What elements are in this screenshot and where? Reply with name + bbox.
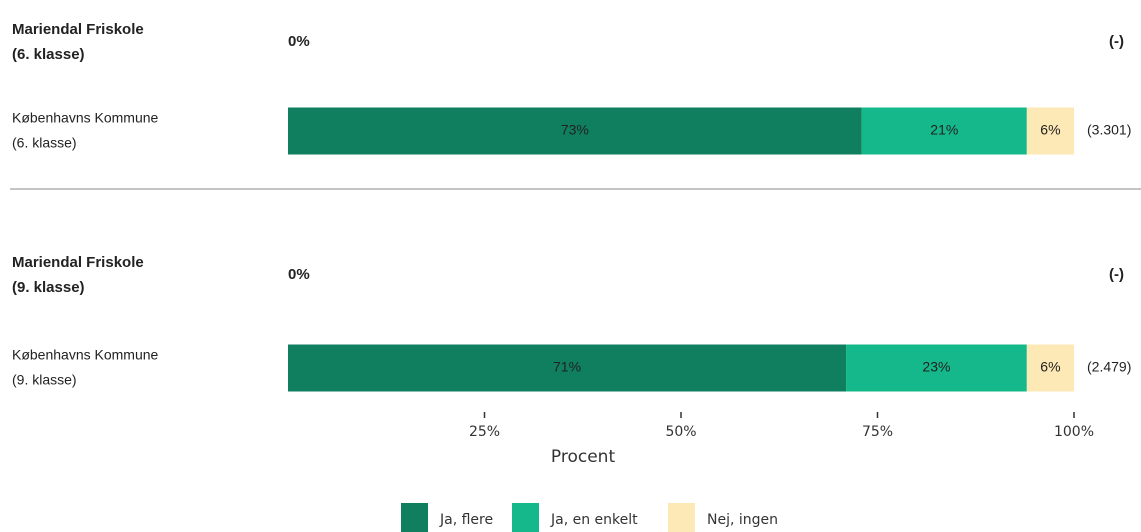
- row-label: (9. klasse): [12, 279, 85, 296]
- legend-label: Ja, en enkelt: [550, 512, 638, 528]
- row-label: Københavns Kommune: [12, 347, 159, 363]
- x-tick-label: 50%: [665, 424, 696, 440]
- bar-segment: [288, 107, 862, 155]
- count-label: (-): [1109, 33, 1124, 50]
- row-label: Københavns Kommune: [12, 110, 159, 126]
- count-label: (3.301): [1087, 122, 1131, 138]
- row-label: (6. klasse): [12, 46, 85, 63]
- x-axis-label: Procent: [551, 447, 616, 467]
- count-label: (2.479): [1087, 359, 1131, 375]
- bar-segment: [846, 344, 1027, 392]
- bar-segment: [1026, 344, 1074, 392]
- legend-swatch: [401, 503, 428, 532]
- legend-swatch: [668, 503, 695, 532]
- bar-segment: [1026, 107, 1074, 155]
- value-label: 21%: [930, 122, 958, 138]
- bar-segment: [288, 344, 847, 392]
- value-label: 23%: [922, 359, 950, 375]
- row-label: Mariendal Friskole: [12, 21, 144, 38]
- x-tick-label: 100%: [1054, 424, 1094, 440]
- value-label: 73%: [561, 122, 589, 138]
- legend-label: Ja, flere: [439, 512, 493, 528]
- value-label: 0%: [288, 33, 310, 50]
- value-label: 6%: [1040, 359, 1060, 375]
- bar-segment: [861, 107, 1027, 155]
- count-label: (-): [1109, 266, 1124, 283]
- row-label: Mariendal Friskole: [12, 254, 144, 271]
- value-label: 71%: [553, 359, 581, 375]
- row-label: (9. klasse): [12, 372, 77, 388]
- legend-label: Nej, ingen: [707, 512, 778, 528]
- value-label: 0%: [288, 266, 310, 283]
- row-label: (6. klasse): [12, 135, 77, 151]
- x-tick-label: 25%: [469, 424, 500, 440]
- legend-swatch: [512, 503, 539, 532]
- value-label: 6%: [1040, 122, 1060, 138]
- x-tick-label: 75%: [862, 424, 893, 440]
